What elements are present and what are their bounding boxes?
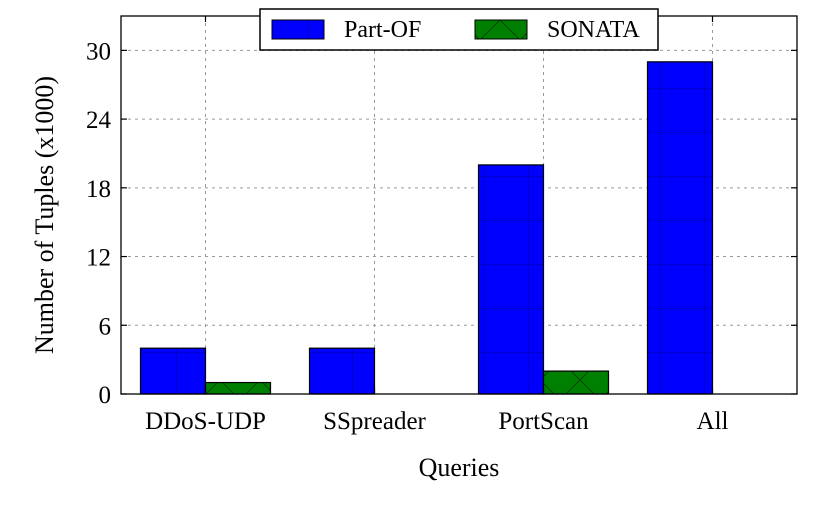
legend-box xyxy=(259,8,659,51)
bar-pattern xyxy=(309,348,375,394)
x-tick-label: SSpreader xyxy=(323,408,426,435)
x-tick-label: All xyxy=(697,408,729,435)
y-tick-label: 30 xyxy=(86,38,111,65)
bar-pattern xyxy=(478,164,544,394)
legend: Part-OF SONATA xyxy=(259,8,659,51)
legend-swatch-pattern xyxy=(475,20,527,39)
y-tick-label: 12 xyxy=(86,245,111,272)
y-tick-label: 18 xyxy=(86,176,111,203)
bar-pattern xyxy=(205,382,271,394)
bar-pattern xyxy=(647,61,713,395)
y-tick-label: 6 xyxy=(99,313,112,340)
y-tick-label: 0 xyxy=(99,382,112,409)
y-tick-label: 24 xyxy=(86,107,112,134)
x-tick-label: DDoS-UDP xyxy=(145,408,266,435)
bar-pattern xyxy=(140,348,206,394)
gridlines xyxy=(121,16,797,394)
x-axis-label: Queries xyxy=(419,453,500,482)
y-axis-label: Number of Tuples (x1000) xyxy=(30,76,59,354)
legend-label-part-of: Part-OF xyxy=(344,17,421,43)
legend-swatch-pattern xyxy=(272,20,324,39)
legend-label-sonata: SONATA xyxy=(547,17,640,43)
x-tick-label: PortScan xyxy=(498,408,589,435)
bar-pattern xyxy=(543,371,609,394)
tick-labels: 0 6 12 18 24 30 DDoS-UDP SSpreader PortScan All xyxy=(86,38,729,435)
bars xyxy=(139,61,714,395)
